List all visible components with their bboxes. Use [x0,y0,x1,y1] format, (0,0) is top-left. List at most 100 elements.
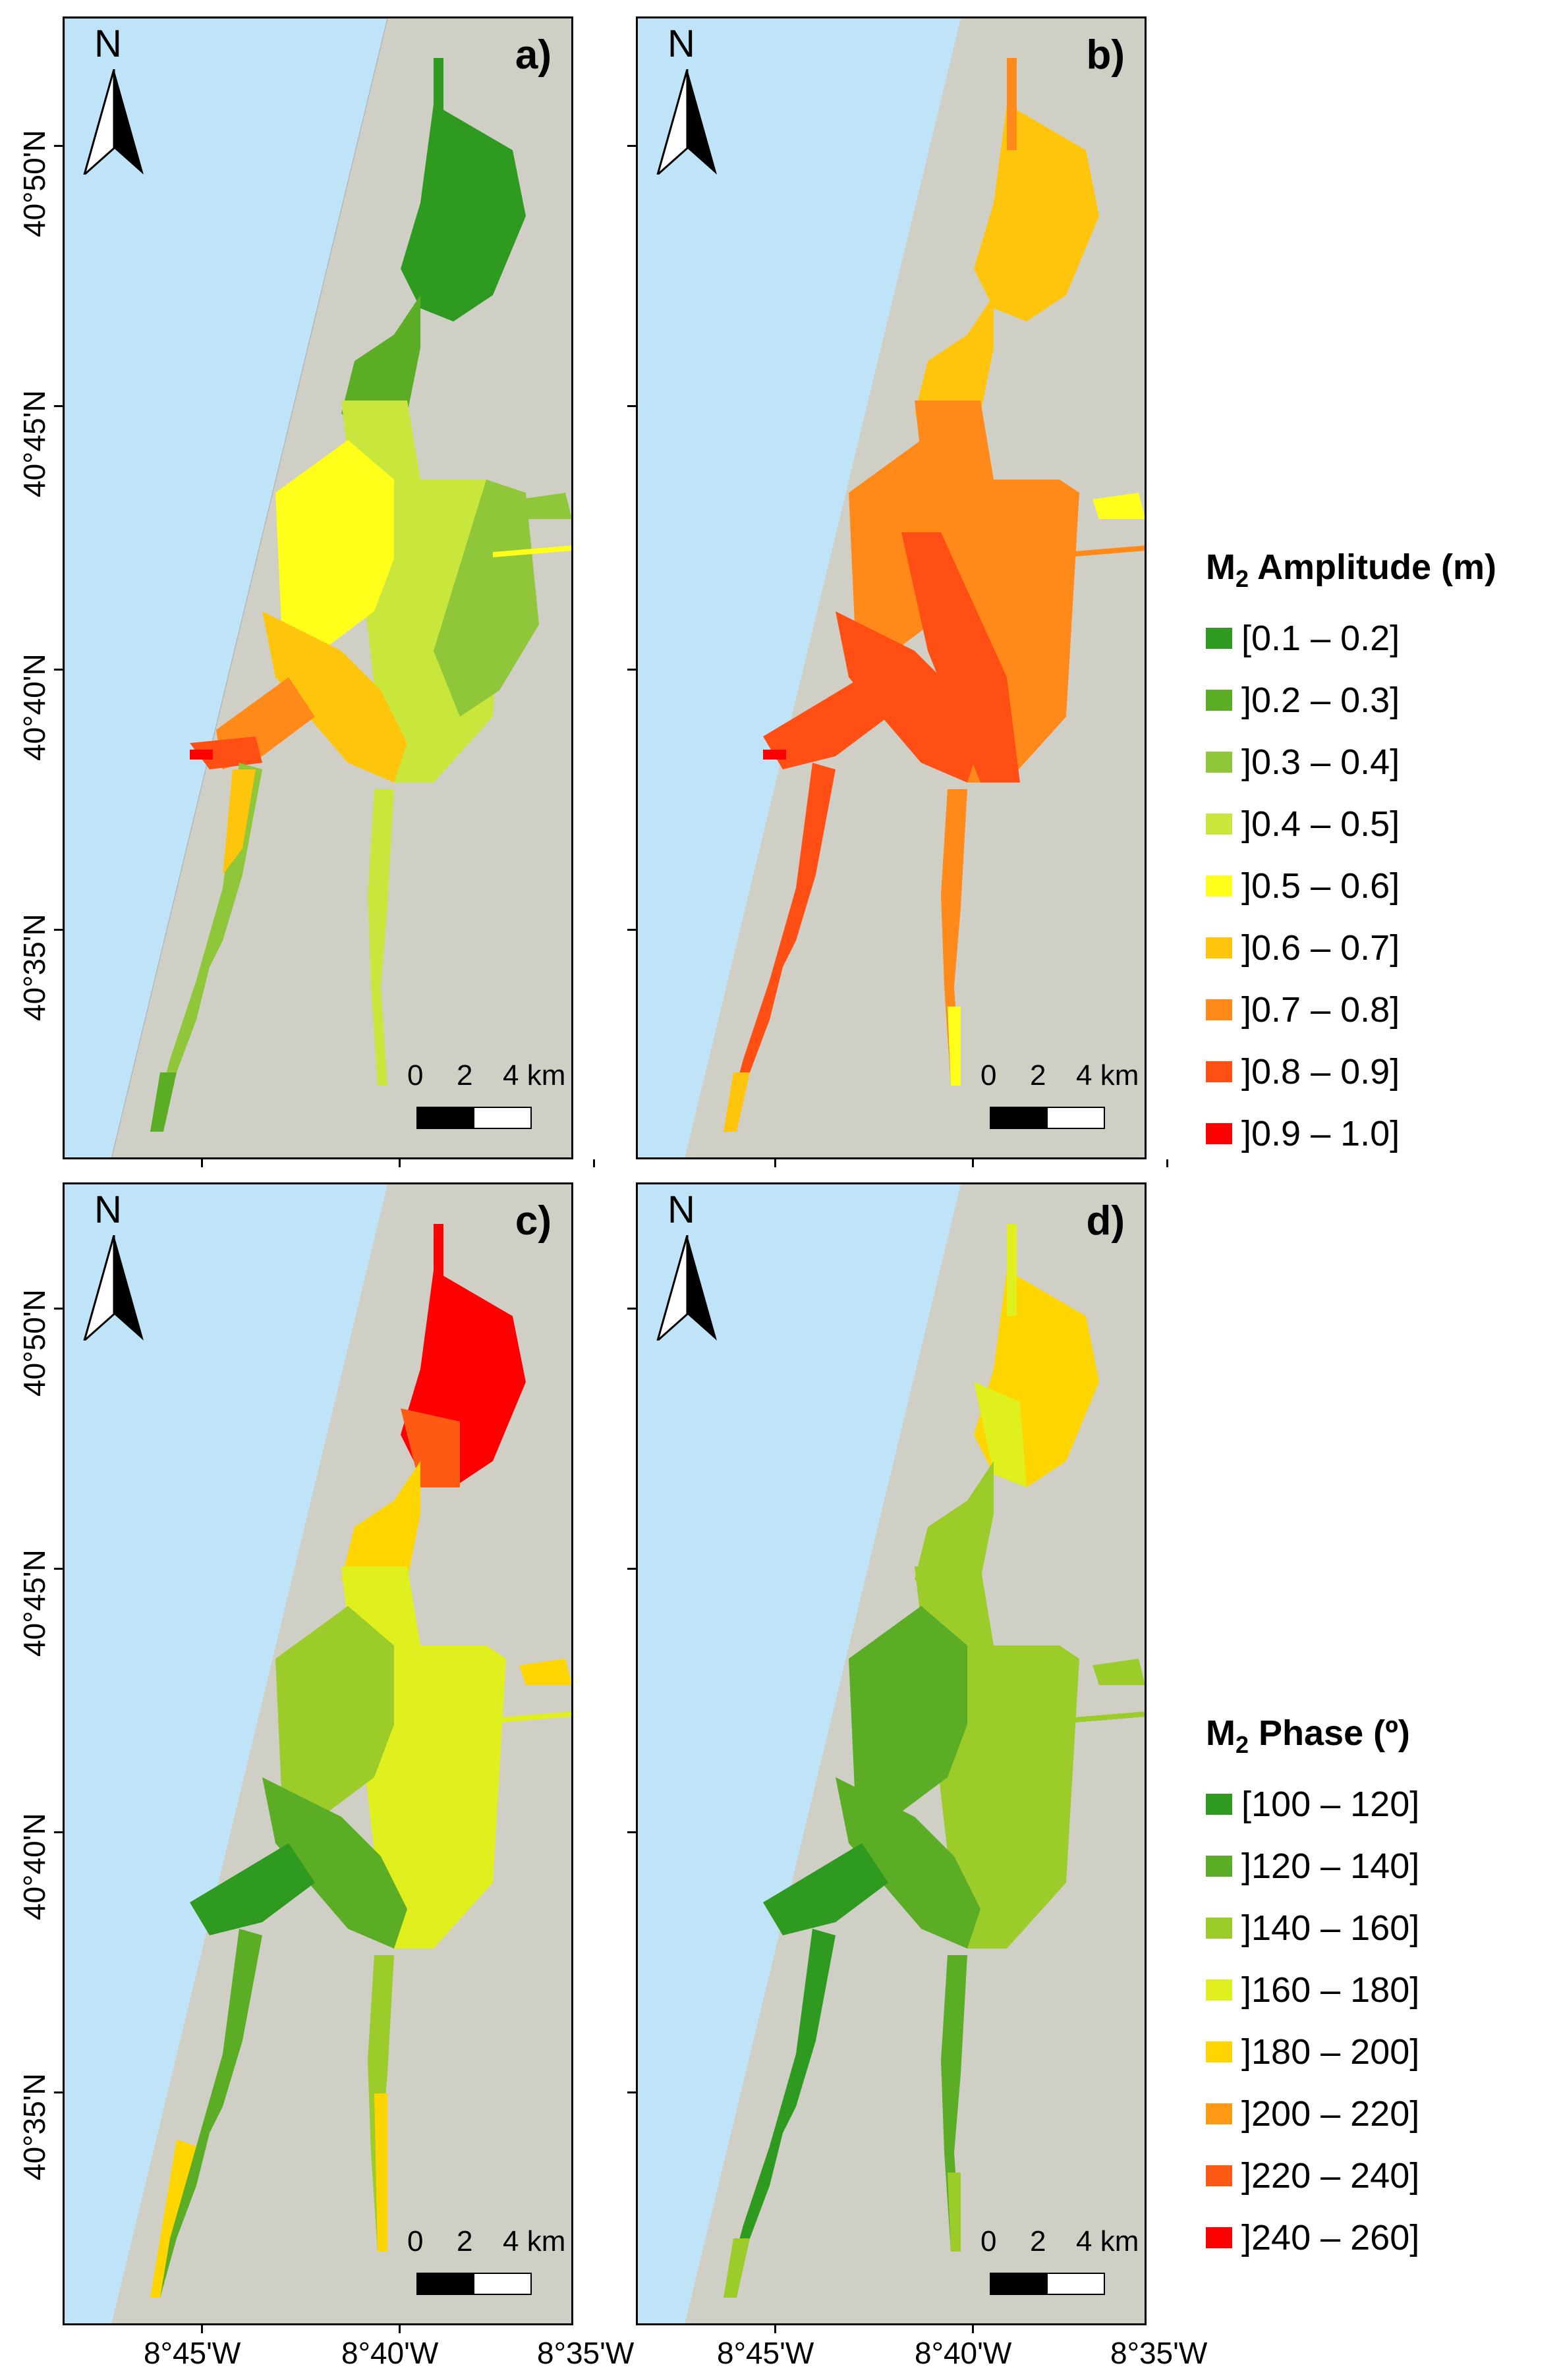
lat-label: 40°40'N [17,653,51,761]
lagoon-map-c [65,1184,571,2323]
legend-label: ]180 – 200] [1241,2032,1420,2072]
lagoon-map-d [638,1184,1145,2323]
north-arrow-icon [83,69,144,175]
lat-label: 40°45'N [17,1549,51,1657]
lagoon-map-b [638,18,1145,1157]
legend-item: [0.1 – 0.2] [1206,607,1496,669]
legend-swatch [1206,2165,1232,2186]
map-panel-d: d) N 0 2 4 km [636,1182,1147,2325]
scale-bar-a: 0 2 4 km [407,1059,565,1138]
legend-item: ]0.2 – 0.3] [1206,669,1496,731]
legend-item: ]0.6 – 0.7] [1206,917,1496,979]
legend-item: ]240 – 260] [1206,2207,1419,2269]
legend-label: ]140 – 160] [1241,1908,1420,1948]
scale-4km: 4 km [1076,2225,1139,2257]
lon-label: 8°40'W [915,2336,1012,2370]
legend-swatch [1206,1917,1232,1939]
lat-label: 40°40'N [17,1813,51,1920]
scale-0: 0 [980,1059,997,1092]
scale-4km: 4 km [503,1059,566,1092]
legend-swatch [1206,751,1232,773]
legend-swatch [1206,1122,1232,1144]
lagoon-map-a [65,18,571,1157]
legend-phase: M2 Phase (º) [100 – 120] ]120 – 140] ]140 … [1206,1713,1419,2269]
lat-label: 40°50'N [17,1289,51,1397]
north-arrow-icon [83,1235,144,1341]
legend-label: ]0.5 – 0.6] [1241,866,1400,906]
north-arrow-d: N [651,1188,737,1346]
panel-label-a: a) [515,32,552,78]
scale-bar-d: 0 2 4 km [980,2225,1139,2304]
legend-item: ]0.4 – 0.5] [1206,793,1496,855]
scale-bar-c: 0 2 4 km [407,2225,565,2304]
north-arrow-icon [656,1235,717,1341]
legend-label: ]0.6 – 0.7] [1241,927,1400,968]
legend-label: ]160 – 180] [1241,1970,1420,2010]
legend-label: ]200 – 220] [1241,2093,1420,2134]
legend-item: ]120 – 140] [1206,1835,1419,1897]
lon-label: 8°35'W [1110,2336,1208,2370]
scale-bar-graphic [416,1107,532,1129]
scale-2: 2 [457,2225,473,2257]
legend-swatch [1206,1979,1232,2001]
legend-label: ]240 – 260] [1241,2217,1420,2257]
lat-label: 40°50'N [17,130,51,237]
legend-label: ]0.3 – 0.4] [1241,742,1400,782]
legend-item: ]160 – 180] [1206,1959,1419,2021]
legend-swatch [1206,999,1232,1020]
map-panel-b: b) N 0 2 4 km [636,16,1147,1159]
legend-item: ]0.9 – 1.0] [1206,1103,1496,1165]
north-letter: N [94,22,122,65]
legend-swatch [1206,813,1232,835]
scale-2: 2 [457,1059,473,1092]
north-letter: N [667,1188,695,1231]
lon-label: 8°35'W [537,2336,635,2370]
legend-label: ]0.4 – 0.5] [1241,804,1400,844]
map-panel-c: c) N 0 2 4 km [63,1182,573,2325]
legend-swatch [1206,875,1232,897]
north-arrow-b: N [651,22,737,180]
lat-label: 40°45'N [17,390,51,497]
legend-swatch [1206,1061,1232,1082]
legend-item: [100 – 120] [1206,1773,1419,1835]
lon-label: 8°40'W [341,2336,439,2370]
panel-label-c: c) [515,1198,552,1244]
legend-label: [100 – 120] [1241,1784,1420,1824]
legend-label: [0.1 – 0.2] [1241,618,1400,658]
legend-title: M2 Phase (º) [1206,1713,1410,1758]
legend-item: ]0.7 – 0.8] [1206,979,1496,1041]
north-arrow-a: N [78,22,163,180]
legend-swatch [1206,627,1232,649]
scale-bar-b: 0 2 4 km [980,1059,1139,1138]
legend-label: ]0.9 – 1.0] [1241,1113,1400,1153]
legend-item: ]0.3 – 0.4] [1206,731,1496,793]
lat-label: 40°35'N [17,2073,51,2180]
legend-label: ]220 – 240] [1241,2155,1420,2196]
legend-title: M2 Amplitude (m) [1206,547,1496,592]
legend-label: ]0.8 – 0.9] [1241,1051,1400,1092]
lat-label: 40°35'N [17,914,51,1021]
legend-item: ]200 – 220] [1206,2083,1419,2145]
legend-item: ]0.5 – 0.6] [1206,855,1496,917]
legend-swatch [1206,2041,1232,2062]
scale-4km: 4 km [503,2225,566,2257]
legend-label: ]120 – 140] [1241,1846,1420,1886]
scale-bar-graphic [990,1107,1105,1129]
scale-bar-graphic [990,2273,1105,2295]
legend-swatch [1206,689,1232,711]
legend-swatch [1206,937,1232,958]
legend-swatch [1206,2227,1232,2248]
legend-amplitude: M2 Amplitude (m) [0.1 – 0.2] ]0.2 – 0.3]]… [1206,547,1496,1165]
legend-item: ]220 – 240] [1206,2145,1419,2207]
map-panel-a: a) N 0 2 4 km [63,16,573,1159]
north-arrow-c: N [78,1188,163,1346]
lon-label: 8°45'W [144,2336,241,2370]
legend-item: ]140 – 160] [1206,1897,1419,1959]
north-letter: N [667,22,695,65]
legend-swatch [1206,2103,1232,2124]
scale-4km: 4 km [1076,1059,1139,1092]
legend-label: ]0.2 – 0.3] [1241,680,1400,720]
lon-label: 8°45'W [717,2336,814,2370]
legend-swatch [1206,1855,1232,1877]
scale-2: 2 [1030,2225,1046,2257]
